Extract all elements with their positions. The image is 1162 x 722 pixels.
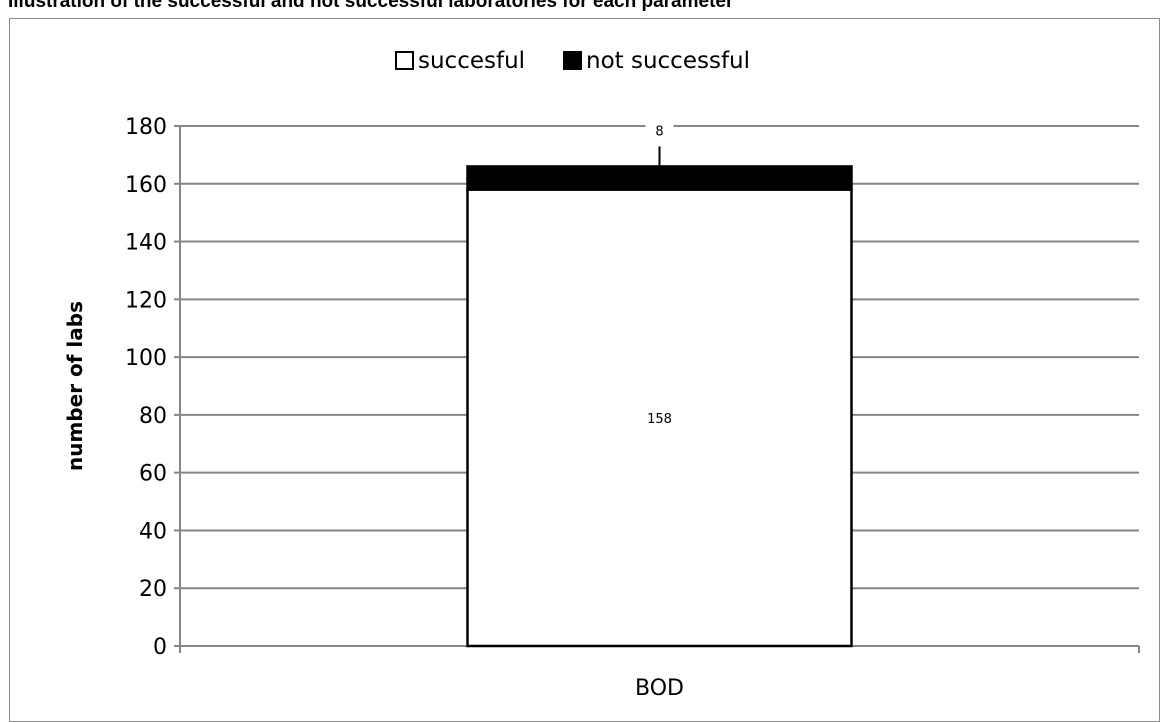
legend-label: not successful [586,48,750,74]
y-tick-label: 60 [139,462,167,487]
bar-segment [466,165,853,191]
y-tick-label: 20 [139,577,167,602]
chart-area: 0 20 40 60 80 100 120 140 160 180 number of labs 15… [9,18,1160,722]
y-tick-label: 80 [139,404,167,429]
legend-label: succesful [418,48,525,74]
x-tick-label: BOD [635,676,684,701]
bar-chart: 0 20 40 60 80 100 120 140 160 180 number of labs 15… [63,48,1140,701]
y-tick-label: 120 [125,288,167,313]
legend-swatch [395,51,414,70]
y-tick-label: 0 [153,635,167,660]
y-axis-label: number of labs [63,301,87,471]
y-tick-label: 180 [125,115,167,140]
y-tick-label: 40 [139,519,167,544]
legend-swatch [563,51,582,70]
data-label: 158 [647,412,672,427]
y-tick-label: 100 [125,346,167,371]
y-tick-label: 160 [125,173,167,198]
data-label: 8 [655,124,663,139]
page-title: Illustration of the successful and not s… [8,0,734,12]
y-tick-label: 140 [125,231,167,256]
bar-segment [466,188,853,648]
data-label-bg [645,120,674,141]
